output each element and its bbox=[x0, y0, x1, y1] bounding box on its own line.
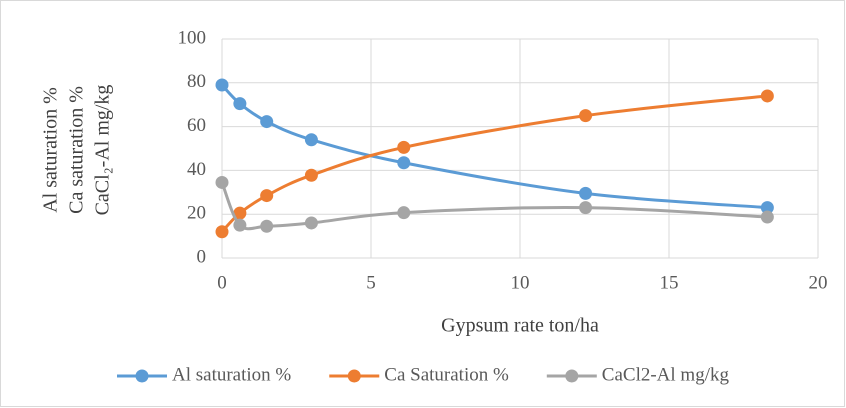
x-tick-label: 20 bbox=[809, 272, 828, 293]
legend-label: CaCl2-Al mg/kg bbox=[602, 364, 730, 385]
marker bbox=[233, 206, 247, 220]
marker bbox=[233, 97, 247, 111]
x-tick-label: 10 bbox=[511, 272, 530, 293]
marker bbox=[397, 140, 411, 154]
y-axis-title: Al saturation % Ca saturation % CaCl₂-Al… bbox=[40, 85, 114, 216]
marker bbox=[260, 115, 274, 129]
marker bbox=[579, 201, 593, 215]
legend-label: Al saturation % bbox=[172, 364, 291, 385]
marker bbox=[215, 225, 229, 239]
legend-marker bbox=[135, 369, 149, 383]
y-tick-label: 20 bbox=[187, 203, 206, 224]
legend-item: CaCl2-Al mg/kg bbox=[546, 364, 730, 385]
marker bbox=[304, 168, 318, 182]
y-label: CaCl₂-Al mg/kg bbox=[92, 85, 114, 216]
marker bbox=[579, 186, 593, 200]
y-tick-label: 40 bbox=[187, 159, 206, 180]
legend-label: Ca Saturation % bbox=[384, 364, 509, 385]
marker bbox=[233, 218, 247, 232]
marker bbox=[760, 201, 774, 215]
marker bbox=[397, 156, 411, 170]
y-label: Ca saturation % bbox=[66, 86, 88, 214]
legend-marker bbox=[347, 369, 361, 383]
marker bbox=[260, 219, 274, 233]
marker bbox=[260, 189, 274, 203]
marker bbox=[215, 175, 229, 189]
y-label: Al saturation % bbox=[40, 87, 62, 213]
legend-marker bbox=[565, 369, 579, 383]
y-tick-label: 0 bbox=[197, 246, 207, 267]
x-tick-label: 0 bbox=[217, 272, 227, 293]
marker bbox=[760, 210, 774, 224]
y-tick-label: 80 bbox=[187, 71, 206, 92]
y-tick-label: 100 bbox=[178, 27, 207, 48]
x-tick-label: 5 bbox=[366, 272, 376, 293]
legend-item: Al saturation % bbox=[117, 364, 291, 385]
x-tick-label: 15 bbox=[660, 272, 679, 293]
x-label: Gypsum rate ton/ha bbox=[441, 315, 599, 337]
legend: Al saturation % Ca Saturation % CaCl2-Al m… bbox=[117, 364, 729, 385]
y-tick-label: 60 bbox=[187, 115, 206, 136]
marker bbox=[304, 216, 318, 230]
marker bbox=[304, 133, 318, 147]
marker bbox=[215, 78, 229, 92]
legend-item: Ca Saturation % bbox=[329, 364, 509, 385]
marker bbox=[397, 206, 411, 220]
marker bbox=[579, 109, 593, 123]
marker bbox=[760, 89, 774, 103]
